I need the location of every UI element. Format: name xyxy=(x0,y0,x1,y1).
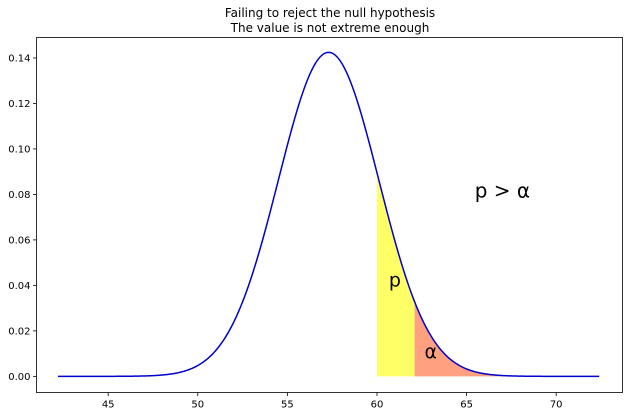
distribution-curve xyxy=(58,51,600,378)
y-tick-label: 0.02 xyxy=(8,326,30,337)
x-tick-label: 45 xyxy=(102,400,115,411)
annotation-3: p > α xyxy=(475,179,530,203)
chart-title: Failing to reject the null hypothesis xyxy=(225,6,435,20)
annotation-1: p xyxy=(389,269,401,291)
y-tick-label: 0.04 xyxy=(8,281,30,292)
plot-frame xyxy=(36,37,623,393)
x-tick-label: 65 xyxy=(460,400,473,411)
tick-marks xyxy=(33,57,557,396)
shaded-region-1 xyxy=(376,172,415,377)
annotations: p α p > α xyxy=(389,179,530,363)
x-tick-label: 50 xyxy=(191,400,204,411)
y-tick-label: 0.12 xyxy=(8,99,30,110)
y-tick-labels: 0.00 0.02 0.04 0.06 0.08 0.10 0.12 0.14 xyxy=(8,53,30,382)
shaded-region-2 xyxy=(414,301,600,377)
y-tick-label: 0.14 xyxy=(8,53,30,64)
series-layer xyxy=(58,51,600,378)
chart-subtitle: The value is not extreme enough xyxy=(230,21,430,35)
x-tick-labels: 45 50 55 60 65 70 xyxy=(102,400,563,411)
y-tick-label: 0.08 xyxy=(8,190,30,201)
y-tick-label: 0.06 xyxy=(8,235,30,246)
shaded-regions xyxy=(376,172,600,377)
x-tick-label: 55 xyxy=(281,400,294,411)
y-tick-label: 0.00 xyxy=(8,372,30,383)
y-tick-label: 0.10 xyxy=(8,144,30,155)
annotation-2: α xyxy=(424,341,437,363)
x-tick-label: 70 xyxy=(550,400,563,411)
x-tick-label: 60 xyxy=(371,400,384,411)
